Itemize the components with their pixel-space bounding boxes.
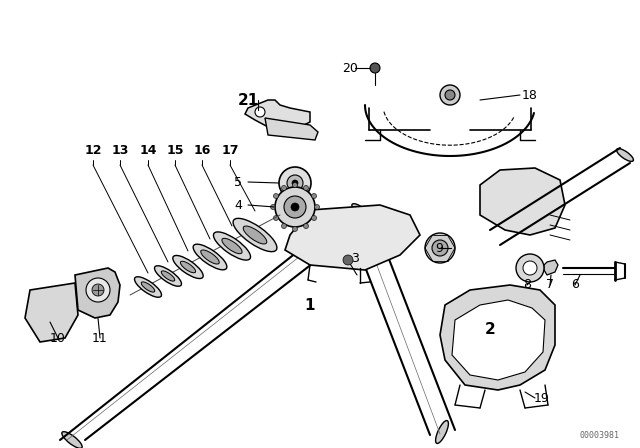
- Circle shape: [516, 254, 544, 282]
- Text: 3: 3: [351, 251, 359, 264]
- Circle shape: [440, 85, 460, 105]
- Ellipse shape: [141, 282, 155, 292]
- Circle shape: [275, 187, 315, 227]
- Circle shape: [287, 175, 303, 191]
- Circle shape: [86, 278, 110, 302]
- Polygon shape: [245, 100, 310, 128]
- Ellipse shape: [201, 250, 220, 264]
- Ellipse shape: [154, 266, 182, 286]
- Text: 18: 18: [522, 89, 538, 102]
- Ellipse shape: [134, 277, 161, 297]
- Text: 14: 14: [140, 143, 157, 156]
- Polygon shape: [452, 300, 545, 380]
- Ellipse shape: [62, 432, 82, 448]
- Circle shape: [271, 204, 275, 210]
- Text: 12: 12: [84, 143, 102, 156]
- Circle shape: [92, 284, 104, 296]
- Ellipse shape: [436, 421, 449, 444]
- Text: 13: 13: [111, 143, 129, 156]
- Circle shape: [273, 194, 278, 198]
- Ellipse shape: [180, 261, 196, 273]
- Polygon shape: [544, 260, 558, 275]
- Circle shape: [314, 204, 319, 210]
- Circle shape: [343, 255, 353, 265]
- Ellipse shape: [243, 226, 267, 244]
- Text: 10: 10: [50, 332, 66, 345]
- Text: 20: 20: [342, 61, 358, 74]
- Polygon shape: [75, 268, 120, 318]
- Circle shape: [282, 224, 287, 228]
- Circle shape: [292, 180, 298, 186]
- Text: 7: 7: [546, 279, 554, 292]
- Text: 4: 4: [234, 198, 242, 211]
- Ellipse shape: [222, 238, 242, 254]
- Ellipse shape: [233, 218, 277, 252]
- Circle shape: [523, 261, 537, 275]
- Ellipse shape: [616, 149, 634, 161]
- Circle shape: [292, 227, 298, 232]
- Circle shape: [432, 240, 448, 256]
- Text: 2: 2: [484, 323, 495, 337]
- Circle shape: [303, 224, 308, 228]
- Text: 8: 8: [523, 279, 531, 292]
- Circle shape: [273, 215, 278, 220]
- Polygon shape: [265, 118, 318, 140]
- Circle shape: [312, 215, 317, 220]
- Circle shape: [445, 90, 455, 100]
- Circle shape: [303, 185, 308, 190]
- Text: 15: 15: [166, 143, 184, 156]
- Text: 00003981: 00003981: [580, 431, 620, 440]
- Ellipse shape: [161, 271, 175, 281]
- Ellipse shape: [352, 204, 372, 220]
- Circle shape: [292, 182, 298, 188]
- Circle shape: [255, 107, 265, 117]
- Circle shape: [284, 196, 306, 218]
- Ellipse shape: [173, 255, 203, 279]
- Text: 1: 1: [305, 297, 316, 313]
- Polygon shape: [480, 168, 565, 235]
- Circle shape: [279, 167, 311, 199]
- Text: 11: 11: [92, 332, 108, 345]
- Ellipse shape: [193, 244, 227, 270]
- Text: 9: 9: [435, 241, 443, 254]
- Text: 21: 21: [237, 92, 259, 108]
- Text: 6: 6: [571, 279, 579, 292]
- Text: 16: 16: [193, 143, 211, 156]
- Polygon shape: [25, 283, 78, 342]
- Circle shape: [282, 185, 287, 190]
- Text: 5: 5: [234, 176, 242, 189]
- Text: 17: 17: [221, 143, 239, 156]
- Circle shape: [370, 63, 380, 73]
- Polygon shape: [440, 285, 555, 390]
- Ellipse shape: [42, 304, 62, 316]
- Circle shape: [425, 233, 455, 263]
- Polygon shape: [285, 205, 420, 270]
- Ellipse shape: [214, 232, 250, 260]
- Text: 19: 19: [534, 392, 550, 405]
- Circle shape: [291, 203, 299, 211]
- Circle shape: [312, 194, 317, 198]
